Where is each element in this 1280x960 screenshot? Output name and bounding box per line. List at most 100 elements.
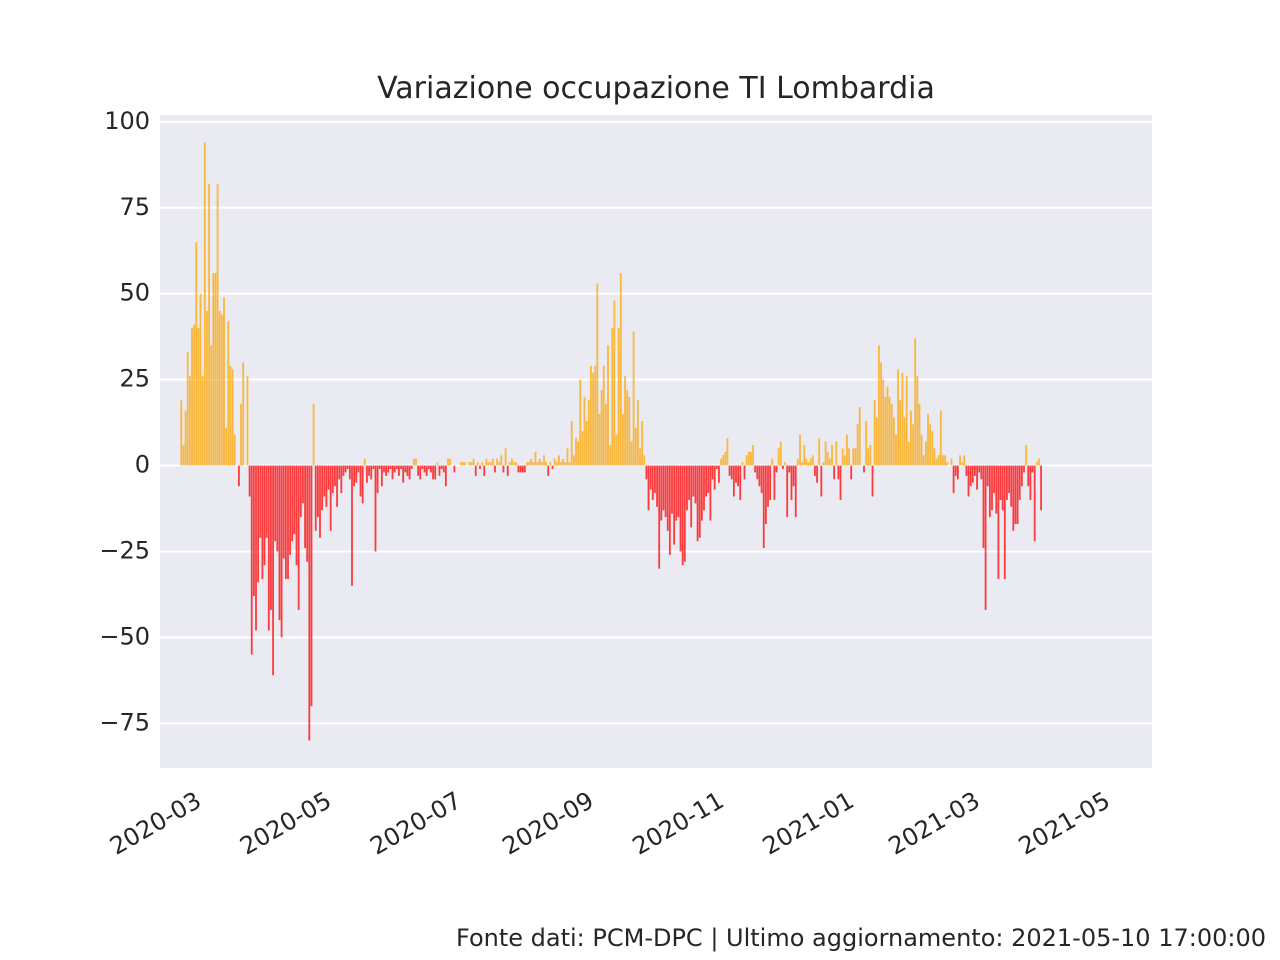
bar (238, 465, 240, 487)
bar (180, 400, 183, 466)
bar (423, 465, 426, 473)
bar (677, 465, 680, 518)
bar (811, 455, 814, 466)
bar (549, 462, 552, 466)
bar (259, 465, 262, 538)
bar (515, 462, 518, 466)
bar (1033, 465, 1036, 542)
bar (820, 465, 823, 497)
bar (643, 455, 646, 466)
bar (462, 462, 464, 466)
bar (773, 465, 776, 500)
bar (775, 465, 778, 473)
bar (340, 465, 343, 494)
bar (558, 455, 560, 466)
bar (730, 465, 733, 480)
x-tick-label: 2021-03 (884, 786, 985, 860)
bar (334, 465, 336, 487)
bar (295, 465, 298, 566)
bar (739, 465, 742, 500)
bar (233, 434, 236, 466)
bar (425, 465, 428, 476)
bar (302, 465, 304, 504)
x-axis-ticks: 2020-03 2020-05 2020-07 2020-09 2020-11 2021-… (105, 786, 1115, 860)
y-tick-label: 25 (119, 365, 150, 393)
bar (944, 455, 946, 466)
bar (769, 465, 772, 500)
bar (545, 462, 548, 466)
bar (841, 448, 844, 466)
bar (683, 465, 686, 562)
bar (831, 444, 833, 466)
bar (658, 465, 661, 569)
bar (974, 465, 976, 476)
bar (252, 465, 255, 597)
bar (479, 465, 481, 469)
bar (645, 465, 648, 480)
bar (976, 465, 978, 490)
bar (368, 465, 370, 476)
x-tick-label: 2020-05 (235, 786, 336, 860)
bar (1023, 465, 1025, 473)
bar (242, 362, 245, 466)
bar (784, 462, 786, 466)
bar (483, 465, 486, 476)
bar (884, 396, 887, 466)
bar (357, 465, 360, 473)
bar (828, 458, 831, 466)
bar (681, 465, 684, 566)
bar (186, 352, 189, 466)
bar (229, 365, 232, 466)
bar (255, 465, 257, 631)
bar (869, 444, 872, 466)
bar (741, 462, 744, 466)
bar (306, 465, 309, 562)
bar (622, 414, 624, 466)
bar (686, 465, 688, 511)
bar (551, 465, 554, 469)
bar (916, 376, 919, 466)
bar (280, 465, 283, 638)
bar (980, 465, 983, 480)
bar (632, 331, 635, 466)
bar (991, 465, 993, 511)
bar (363, 458, 366, 466)
bar (626, 389, 629, 466)
bar (267, 465, 270, 631)
bar (971, 465, 974, 483)
bar (814, 465, 816, 476)
bar (393, 465, 396, 473)
bar (355, 465, 358, 483)
bar (434, 465, 437, 480)
bar (954, 465, 957, 476)
bar (914, 338, 917, 466)
bar (929, 424, 932, 466)
bar (568, 462, 571, 466)
bar (359, 465, 362, 497)
bar (880, 362, 882, 466)
bar (592, 372, 594, 466)
bar (408, 465, 411, 480)
bar (846, 434, 848, 466)
y-tick-label: 75 (119, 193, 150, 221)
bar (824, 441, 827, 466)
bar (1040, 465, 1042, 511)
bar (878, 345, 880, 466)
bar (438, 465, 441, 476)
bar (223, 297, 225, 466)
bar (671, 465, 673, 514)
bar (240, 403, 242, 466)
bar (993, 465, 996, 494)
bar (195, 242, 198, 466)
bar (449, 458, 452, 466)
y-axis-ticks: 100 75 50 25 0 −25 −50 −75 (99, 107, 150, 736)
bar (664, 465, 667, 518)
bar (325, 465, 328, 507)
bar (782, 465, 784, 469)
bar (807, 462, 810, 466)
bar (882, 379, 885, 466)
bar (216, 183, 219, 466)
bar (967, 465, 970, 497)
bar (805, 458, 808, 466)
bar (263, 465, 266, 566)
